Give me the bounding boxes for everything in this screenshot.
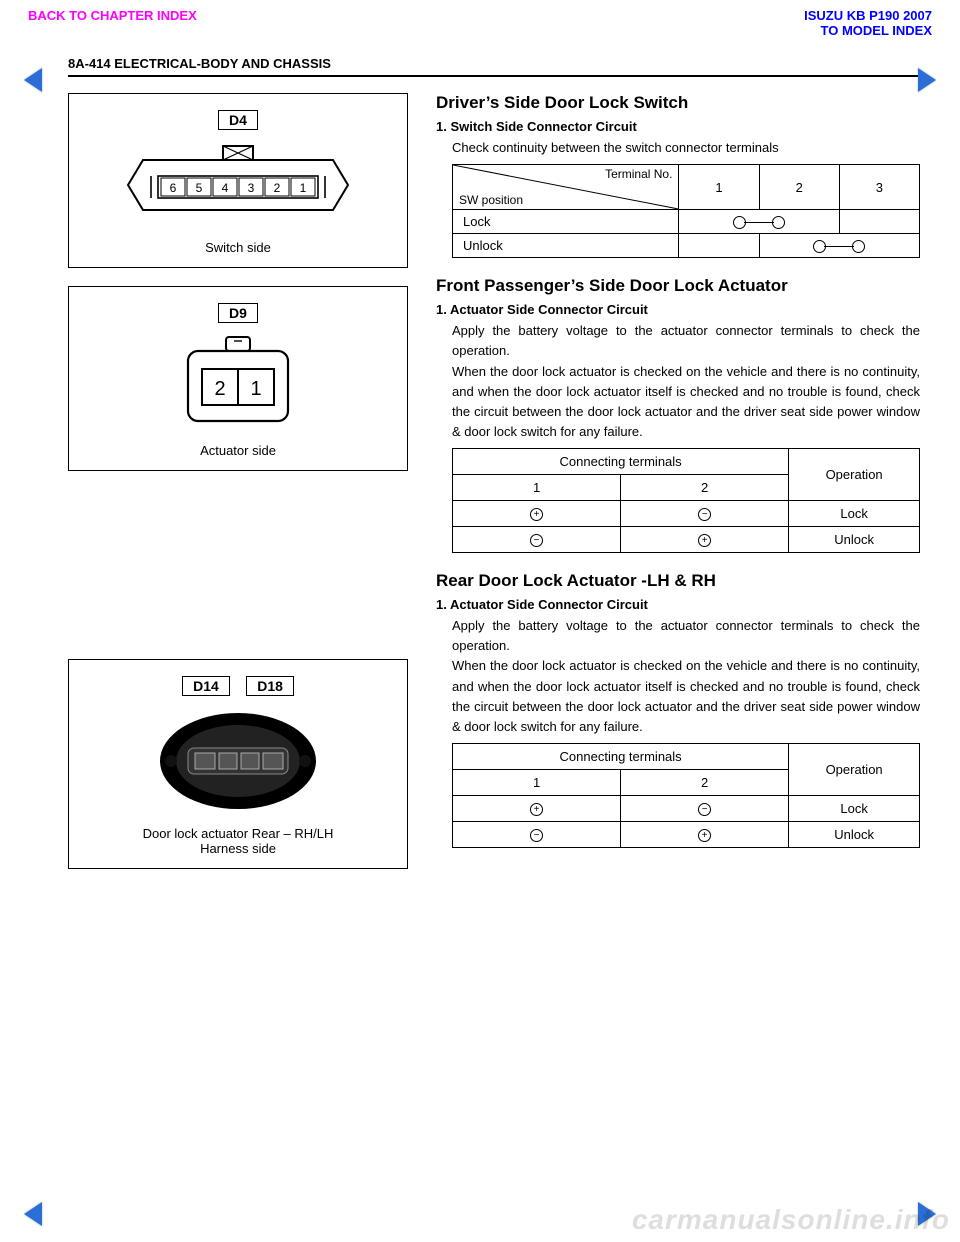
svg-text:1: 1 (250, 378, 261, 400)
page-title: 8A-414 ELECTRICAL-BODY AND CHASSIS (68, 56, 920, 71)
col-2: 2 (759, 165, 839, 210)
rear-desc: Apply the battery voltage to the actuato… (452, 616, 920, 737)
top-link-left: BACK TO CHAPTER INDEX (28, 8, 197, 38)
to-model-index-link[interactable]: TO MODEL INDEX (804, 23, 932, 38)
rear-sub: 1. Actuator Side Connector Circuit (436, 597, 920, 612)
front-section-title: Front Passenger’s Side Door Lock Actuato… (436, 276, 920, 296)
spacer (68, 489, 408, 659)
watermark: carmanualsonline.info (632, 1204, 950, 1236)
connector-label-d4: D4 (218, 110, 258, 130)
svg-text:2: 2 (214, 378, 225, 400)
prev-page-arrow-bottom[interactable] (24, 1202, 42, 1226)
svg-text:5: 5 (196, 181, 203, 195)
rear-labels: D14 D18 (79, 676, 397, 706)
rear-r1-op: Lock (789, 795, 920, 821)
figure-d9-caption: Actuator side (79, 443, 397, 458)
rear-r2-t1: − (453, 821, 621, 847)
figure-rear: D14 D18 Door lock actuator Rear – RH/LH … (68, 659, 408, 869)
figure-d4: D4 6 5 4 (68, 93, 408, 268)
figure-d9: D9 2 1 Actuator side (68, 286, 408, 471)
driver-desc: Check continuity between the switch conn… (452, 138, 920, 158)
rear-op-header: Operation (789, 743, 920, 795)
top-link-right: ISUZU KB P190 2007 TO MODEL INDEX (804, 8, 932, 38)
rear-section-title: Rear Door Lock Actuator -LH & RH (436, 571, 920, 591)
left-column: D4 6 5 4 (68, 93, 408, 887)
svg-text:4: 4 (222, 181, 229, 195)
front-col-2: 2 (621, 475, 789, 501)
connector-label-d14: D14 (182, 676, 230, 696)
front-op-header: Operation (789, 449, 920, 501)
row-lock-empty (839, 210, 919, 234)
figure-d4-caption: Switch side (79, 240, 397, 255)
model-link[interactable]: ISUZU KB P190 2007 (804, 8, 932, 23)
rear-col-1: 1 (453, 769, 621, 795)
front-desc: Apply the battery voltage to the actuato… (452, 321, 920, 442)
right-column: Driver’s Side Door Lock Switch 1. Switch… (436, 93, 920, 887)
front-operation-table: Connecting terminals Operation 1 2 + − L… (452, 448, 920, 553)
row-unlock-cont (759, 234, 919, 258)
driver-sub: 1. Switch Side Connector Circuit (436, 119, 920, 134)
col-3: 3 (839, 165, 919, 210)
front-conn-header: Connecting terminals (453, 449, 789, 475)
rear-r2-op: Unlock (789, 821, 920, 847)
prev-page-arrow-top[interactable] (24, 68, 42, 92)
driver-section-title: Driver’s Side Door Lock Switch (436, 93, 920, 113)
next-page-arrow-bottom[interactable] (918, 1202, 936, 1226)
connector-d9-drawing: 2 1 (168, 333, 308, 433)
front-r2-t2: + (621, 527, 789, 553)
front-r1-t2: − (621, 501, 789, 527)
top-links: BACK TO CHAPTER INDEX ISUZU KB P190 2007… (0, 0, 960, 38)
header-rule (68, 75, 920, 77)
connector-label-d18: D18 (246, 676, 294, 696)
rear-r1-t2: − (621, 795, 789, 821)
figure-rear-caption: Door lock actuator Rear – RH/LH Harness … (79, 826, 397, 856)
rear-col-2: 2 (621, 769, 789, 795)
rear-r1-t1: + (453, 795, 621, 821)
rear-r2-t2: + (621, 821, 789, 847)
connector-rear-drawing (153, 706, 323, 816)
front-col-1: 1 (453, 475, 621, 501)
diag-top-label: Terminal No. (605, 167, 672, 181)
row-unlock-label: Unlock (453, 234, 679, 258)
svg-text:1: 1 (300, 181, 307, 195)
front-r1-t1: + (453, 501, 621, 527)
col-1: 1 (679, 165, 759, 210)
connector-d4-drawing: 6 5 4 3 2 1 (123, 140, 353, 230)
driver-continuity-table: Terminal No. SW position 1 2 3 Lock Unlo… (452, 164, 920, 258)
svg-text:2: 2 (274, 181, 281, 195)
front-sub: 1. Actuator Side Connector Circuit (436, 302, 920, 317)
connector-label-d9: D9 (218, 303, 258, 323)
svg-text:6: 6 (170, 181, 177, 195)
front-r2-op: Unlock (789, 527, 920, 553)
front-r2-t1: − (453, 527, 621, 553)
svg-text:3: 3 (248, 181, 255, 195)
row-lock-label: Lock (453, 210, 679, 234)
front-r1-op: Lock (789, 501, 920, 527)
rear-conn-header: Connecting terminals (453, 743, 789, 769)
row-lock-cont (679, 210, 839, 234)
diag-bot-label: SW position (459, 193, 523, 207)
next-page-arrow-top[interactable] (918, 68, 936, 92)
content: D4 6 5 4 (68, 93, 920, 887)
back-to-chapter-link[interactable]: BACK TO CHAPTER INDEX (28, 8, 197, 23)
row-unlock-empty (679, 234, 759, 258)
rear-operation-table: Connecting terminals Operation 1 2 + − L… (452, 743, 920, 848)
